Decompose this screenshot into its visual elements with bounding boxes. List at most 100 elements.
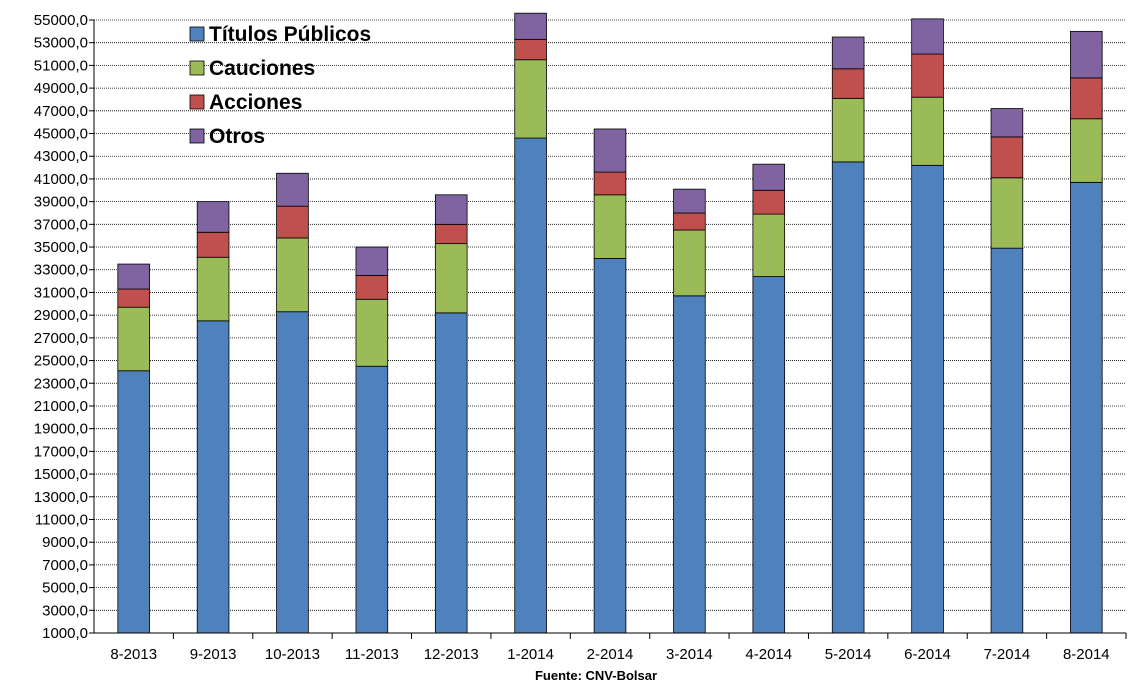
bar-segment: [434, 194, 468, 225]
bar-segment: [117, 306, 150, 372]
y-tick-label: 49000,0: [34, 80, 88, 97]
y-tick-label: 5000,0: [42, 580, 88, 597]
bar-segment: [593, 194, 627, 259]
y-tick-label: 29000,0: [34, 307, 88, 324]
bar-segment: [196, 201, 230, 233]
bar-segment: [355, 298, 389, 367]
bar-segment: [831, 36, 865, 70]
x-tick-label: 5-2014: [825, 646, 872, 663]
bar-segment: [434, 312, 468, 634]
bar-segment: [276, 237, 309, 313]
bar-segment: [593, 128, 627, 173]
bar-segment: [911, 96, 944, 166]
bar-segment: [752, 276, 786, 634]
y-tick-label: 15000,0: [34, 466, 88, 483]
y-tick-label: 51000,0: [34, 57, 88, 74]
bar-segment: [117, 370, 150, 634]
legend-label: Cauciones: [209, 57, 315, 80]
bar-segment: [593, 171, 627, 196]
bar-segment: [196, 231, 230, 258]
bar-segment: [434, 243, 468, 314]
bar-segment: [1070, 181, 1103, 634]
bars-group: [117, 12, 1103, 634]
bar-segment: [276, 311, 309, 634]
y-tick-label: 39000,0: [34, 194, 88, 211]
y-tick-label: 41000,0: [34, 171, 88, 188]
bar-segment: [1070, 118, 1103, 183]
y-tick-label: 37000,0: [34, 216, 88, 233]
y-tick-label: 45000,0: [34, 126, 88, 143]
y-tick-label: 31000,0: [34, 284, 88, 301]
bar-segment: [990, 108, 1024, 138]
bar-segment: [831, 97, 865, 163]
bar-segment: [196, 320, 230, 634]
y-tick-label: 27000,0: [34, 330, 88, 347]
legend-swatch: [189, 94, 205, 110]
y-tick-label: 17000,0: [34, 443, 88, 460]
x-tick-label: 12-2013: [424, 646, 479, 663]
bar-segment: [355, 246, 389, 276]
x-tick-label: 9-2013: [190, 646, 237, 663]
axes: [89, 19, 1127, 639]
bar-segment: [514, 12, 547, 40]
y-tick-label: 11000,0: [35, 511, 88, 528]
bar-segment: [673, 212, 706, 231]
y-tick-label: 47000,0: [34, 103, 88, 120]
bar-segment: [514, 59, 547, 139]
y-tick-label: 53000,0: [34, 35, 88, 52]
y-tick-label: 35000,0: [34, 239, 88, 256]
bar-segment: [514, 137, 547, 634]
x-tick-label: 10-2013: [265, 646, 320, 663]
x-tick-label: 8-2013: [110, 646, 157, 663]
bar-segment: [276, 172, 309, 207]
x-axis-tick-labels: 8-2013 9-2013 10-2013 11-2013 12-2013 1-2014 2…: [110, 646, 1109, 663]
legend: Títulos Públicos Cauciones Acciones Otros: [189, 23, 371, 148]
bar-segment: [990, 247, 1024, 634]
y-tick-label: 7000,0: [42, 557, 88, 574]
bar-segment: [593, 257, 627, 634]
bar-segment: [1070, 77, 1103, 120]
bar-segment: [831, 161, 865, 634]
bar-segment: [990, 177, 1024, 249]
x-tick-label: 4-2014: [745, 646, 792, 663]
bar-segment: [1070, 30, 1103, 79]
bar-segment: [673, 295, 706, 634]
bar-segment: [752, 189, 786, 215]
legend-swatch: [189, 128, 205, 144]
y-tick-label: 23000,0: [34, 375, 88, 392]
y-tick-label: 19000,0: [34, 421, 88, 438]
x-tick-label: 8-2014: [1063, 646, 1110, 663]
bar-segment: [434, 223, 468, 245]
bar-segment: [355, 365, 389, 634]
bar-segment: [990, 136, 1024, 179]
y-tick-label: 21000,0: [34, 398, 88, 415]
y-tick-label: 43000,0: [34, 148, 88, 165]
y-tick-label: 25000,0: [34, 353, 88, 370]
bar-segment: [752, 213, 786, 277]
y-tick-label: 3000,0: [42, 602, 88, 619]
x-tick-label: 11-2013: [345, 646, 399, 663]
y-axis-tick-labels: 1000,0 3000,0 5000,0 7000,0 9000,0 11000,0 130…: [34, 12, 88, 642]
bar-segment: [117, 288, 150, 308]
x-tick-label: 3-2014: [666, 646, 713, 663]
legend-label: Otros: [209, 125, 265, 148]
bar-segment: [673, 188, 706, 214]
bar-segment: [514, 38, 547, 61]
legend-label: Acciones: [209, 91, 302, 114]
bar-segment: [196, 256, 230, 322]
y-tick-label: 1000,0: [42, 625, 88, 642]
bar-segment: [355, 275, 389, 300]
x-tick-label: 6-2014: [904, 646, 951, 663]
x-tick-label: 2-2014: [587, 646, 634, 663]
y-tick-label: 9000,0: [42, 534, 88, 551]
legend-label: Títulos Públicos: [209, 23, 371, 46]
source-note: Fuente: CNV-Bolsar: [535, 668, 657, 683]
bar-segment: [911, 18, 944, 55]
y-tick-label: 13000,0: [34, 489, 88, 506]
bar-segment: [911, 53, 944, 98]
bar-segment: [673, 229, 706, 297]
y-tick-label: 55000,0: [34, 12, 88, 29]
y-tick-label: 33000,0: [34, 262, 88, 279]
x-tick-label: 1-2014: [507, 646, 554, 663]
